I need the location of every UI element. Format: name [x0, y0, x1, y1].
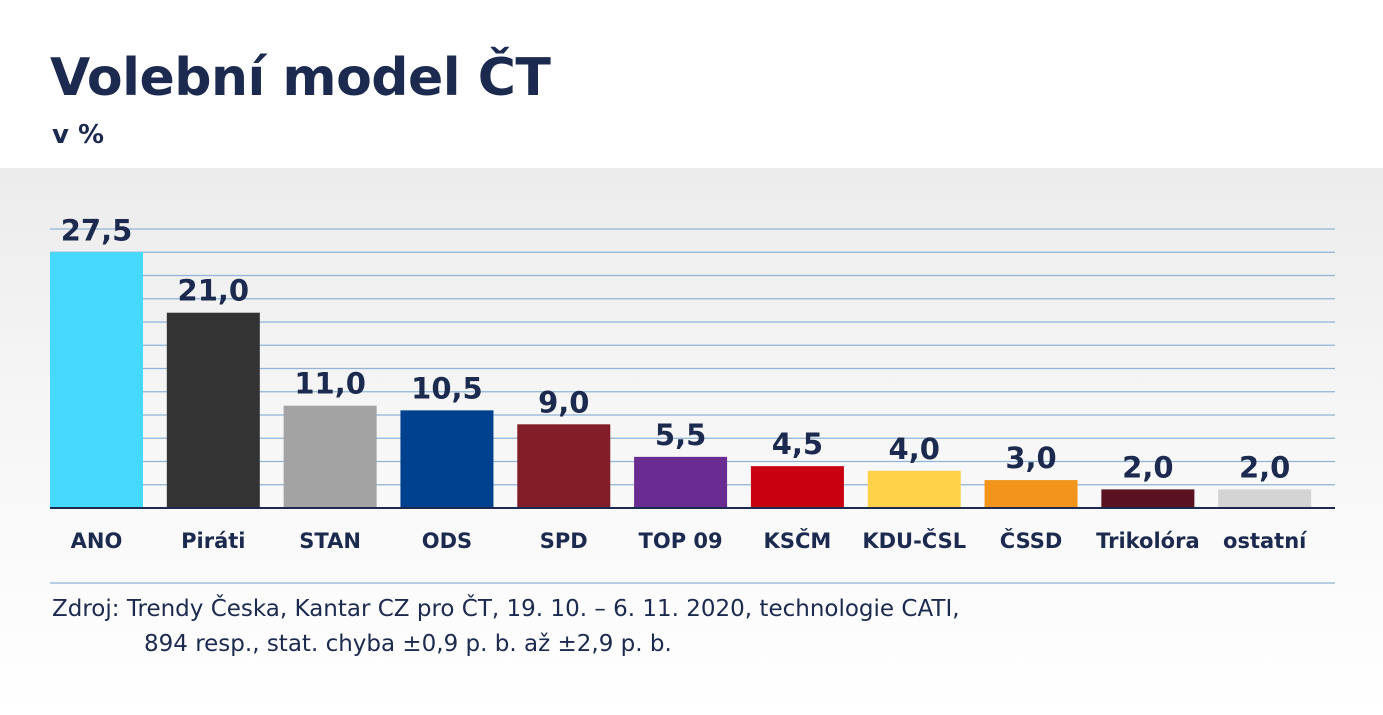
category-label: STAN: [299, 529, 361, 553]
chart-subtitle: v %: [52, 120, 105, 150]
source-line-2: 894 resp., stat. chyba ±0,9 p. b. až ±2,…: [144, 631, 672, 657]
data-label: 4,5: [772, 427, 823, 461]
bar: [1218, 489, 1312, 508]
data-label: 4,0: [889, 432, 940, 466]
data-label: 3,0: [1005, 441, 1056, 475]
category-label: ČSSD: [1000, 528, 1063, 553]
bar: [634, 456, 728, 508]
source-note: Zdroj: Trendy Česka, Kantar CZ pro ČT, 1…: [52, 592, 960, 662]
bar: [400, 410, 494, 508]
category-label: TOP 09: [639, 529, 723, 553]
bar: [517, 424, 611, 508]
bar: [283, 405, 377, 508]
category-label: ostatní: [1223, 529, 1308, 553]
bar: [1101, 489, 1195, 508]
data-label: 9,0: [538, 385, 589, 419]
bar: [50, 252, 143, 508]
data-label: 2,0: [1239, 450, 1290, 484]
data-label: 2,0: [1122, 450, 1173, 484]
category-label: Piráti: [181, 529, 245, 553]
data-label: 10,5: [411, 371, 483, 405]
chart-title: Volební model ČT: [50, 48, 551, 108]
category-label: SPD: [540, 529, 588, 553]
data-label: 11,0: [294, 367, 366, 401]
bar: [984, 480, 1078, 508]
bar: [867, 470, 961, 508]
bar: [750, 466, 844, 508]
category-label: KSČM: [764, 528, 832, 553]
data-label: 5,5: [655, 418, 706, 452]
category-label: KDU-ČSL: [862, 528, 966, 553]
data-label: 21,0: [178, 274, 250, 308]
category-label: Trikolóra: [1096, 529, 1200, 553]
data-label: 27,5: [61, 213, 133, 247]
category-label: ANO: [71, 529, 123, 553]
source-line-1: Zdroj: Trendy Česka, Kantar CZ pro ČT, 1…: [52, 596, 960, 622]
bar: [166, 312, 260, 508]
category-label: ODS: [422, 529, 472, 553]
